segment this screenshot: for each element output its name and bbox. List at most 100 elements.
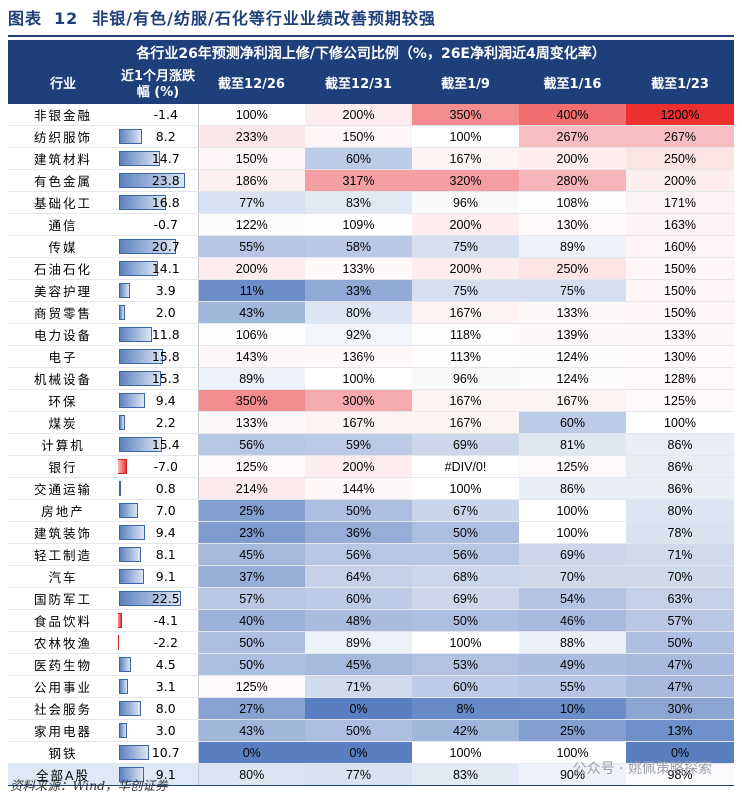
change-bar bbox=[119, 327, 152, 342]
change-bar bbox=[118, 635, 119, 650]
super-header: 各行业26年预测净利润上修/下修公司比例（%，26E净利润近4周变化率） bbox=[8, 40, 735, 66]
change-bar bbox=[119, 415, 126, 430]
change-cell: 15.8 bbox=[118, 345, 199, 368]
industry-name: 农林牧渔 bbox=[8, 631, 118, 654]
ratio-cell: 36% bbox=[305, 521, 412, 544]
col-date-header: 截至12/31 bbox=[305, 66, 412, 104]
change-bar bbox=[119, 503, 139, 518]
ratio-cell: 50% bbox=[305, 499, 412, 522]
change-cell: -7.0 bbox=[118, 455, 199, 478]
ratio-cell: 128% bbox=[626, 367, 735, 390]
ratio-cell: 71% bbox=[305, 675, 412, 698]
table-row: 社会服务 8.0 27% 0% 8% 10% 30% bbox=[8, 697, 735, 720]
change-bar bbox=[118, 459, 127, 474]
ratio-cell: 69% bbox=[412, 433, 519, 456]
industry-name: 医药生物 bbox=[8, 653, 118, 676]
change-value: 15.4 bbox=[151, 437, 180, 452]
ratio-cell: 69% bbox=[519, 543, 626, 566]
industry-name: 轻工制造 bbox=[8, 543, 118, 566]
industry-name: 全部A股 bbox=[8, 763, 118, 786]
ratio-cell: 8% bbox=[412, 697, 519, 720]
ratio-cell: 167% bbox=[412, 411, 519, 434]
industry-name: 公用事业 bbox=[8, 675, 118, 698]
ratio-cell: 46% bbox=[519, 609, 626, 632]
ratio-cell: 125% bbox=[626, 389, 735, 412]
ratio-cell: 106% bbox=[198, 323, 305, 346]
ratio-cell: 133% bbox=[198, 411, 305, 434]
col-change-header: 近1个月涨跌幅 (%) bbox=[118, 66, 198, 104]
ratio-cell: 200% bbox=[305, 455, 412, 478]
ratio-cell: 300% bbox=[305, 389, 412, 412]
ratio-cell: 136% bbox=[305, 345, 412, 368]
ratio-cell: 71% bbox=[626, 543, 735, 566]
ratio-cell: 88% bbox=[519, 631, 626, 654]
change-bar bbox=[119, 767, 145, 782]
table-row: 公用事业 3.1 125% 71% 60% 55% 47% bbox=[8, 675, 735, 698]
ratio-cell: 50% bbox=[198, 631, 305, 654]
industry-name: 建筑材料 bbox=[8, 147, 118, 170]
ratio-cell: 130% bbox=[626, 345, 735, 368]
ratio-cell: 96% bbox=[412, 367, 519, 390]
ratio-cell: 133% bbox=[305, 257, 412, 280]
change-bar bbox=[119, 173, 185, 188]
change-bar bbox=[119, 745, 149, 760]
figure-title: 图表 12 非银/有色/纺服/石化等行业业绩改善预期较强 bbox=[8, 6, 436, 32]
change-value: 9.1 bbox=[155, 569, 176, 584]
table-row: 传媒 20.7 55% 58% 75% 89% 160% bbox=[8, 235, 735, 258]
change-cell: 4.5 bbox=[118, 653, 199, 676]
figure-title-text: 非银/有色/纺服/石化等行业业绩改善预期较强 bbox=[92, 9, 436, 28]
table-row: 有色金属 23.8 186% 317% 320% 280% 200% bbox=[8, 169, 735, 192]
change-bar bbox=[119, 195, 166, 210]
change-bar bbox=[119, 393, 146, 408]
table-row: 通信 -0.7 122% 109% 200% 130% 163% bbox=[8, 213, 735, 236]
change-bar bbox=[119, 305, 125, 320]
table-row: 环保 9.4 350% 300% 167% 167% 125% bbox=[8, 389, 735, 412]
ratio-cell: 150% bbox=[626, 301, 735, 324]
change-value: 14.7 bbox=[151, 151, 180, 166]
industry-name: 非银金融 bbox=[8, 104, 118, 126]
industry-name: 食品饮料 bbox=[8, 609, 118, 632]
ratio-cell: 92% bbox=[305, 323, 412, 346]
industry-name: 国防军工 bbox=[8, 587, 118, 610]
ratio-cell: 124% bbox=[519, 345, 626, 368]
change-value: 8.1 bbox=[155, 547, 176, 562]
industry-name: 家用电器 bbox=[8, 719, 118, 742]
ratio-cell: 70% bbox=[626, 565, 735, 588]
change-value: -2.2 bbox=[153, 635, 178, 650]
table-row: 钢铁 10.7 0% 0% 100% 100% 0% bbox=[8, 741, 735, 764]
industry-name: 纺织服饰 bbox=[8, 125, 118, 148]
change-cell: 10.7 bbox=[118, 741, 199, 764]
change-cell: 9.1 bbox=[118, 565, 199, 588]
ratio-cell: 0% bbox=[626, 741, 735, 764]
table-row: 电子 15.8 143% 136% 113% 124% 130% bbox=[8, 345, 735, 368]
ratio-cell: 125% bbox=[519, 455, 626, 478]
change-value: 0.8 bbox=[155, 481, 176, 496]
industry-name: 交通运输 bbox=[8, 477, 118, 500]
change-value: 9.4 bbox=[155, 525, 176, 540]
change-value: 14.1 bbox=[151, 261, 180, 276]
industry-name: 电力设备 bbox=[8, 323, 118, 346]
ratio-cell: 122% bbox=[198, 213, 305, 236]
ratio-cell: 100% bbox=[412, 125, 519, 148]
ratio-cell: 37% bbox=[198, 565, 305, 588]
ratio-cell: 171% bbox=[626, 191, 735, 214]
ratio-cell: 167% bbox=[412, 301, 519, 324]
col-date-header: 截至1/23 bbox=[626, 66, 735, 104]
ratio-cell: 11% bbox=[198, 279, 305, 302]
change-bar bbox=[119, 261, 159, 276]
ratio-cell: 100% bbox=[198, 104, 305, 126]
ratio-cell: 56% bbox=[198, 433, 305, 456]
change-value: 4.5 bbox=[155, 657, 176, 672]
ratio-cell: 1200% bbox=[626, 104, 735, 126]
change-cell: 9.1 bbox=[118, 763, 199, 786]
change-value: 20.7 bbox=[151, 239, 180, 254]
ratio-cell: 167% bbox=[305, 411, 412, 434]
ratio-cell: 160% bbox=[626, 235, 735, 258]
change-value: 15.3 bbox=[151, 371, 180, 386]
ratio-cell: 83% bbox=[305, 191, 412, 214]
ratio-cell: 200% bbox=[626, 169, 735, 192]
change-cell: 3.9 bbox=[118, 279, 199, 302]
industry-name: 有色金属 bbox=[8, 169, 118, 192]
industry-name: 汽车 bbox=[8, 565, 118, 588]
industry-name: 房地产 bbox=[8, 499, 118, 522]
